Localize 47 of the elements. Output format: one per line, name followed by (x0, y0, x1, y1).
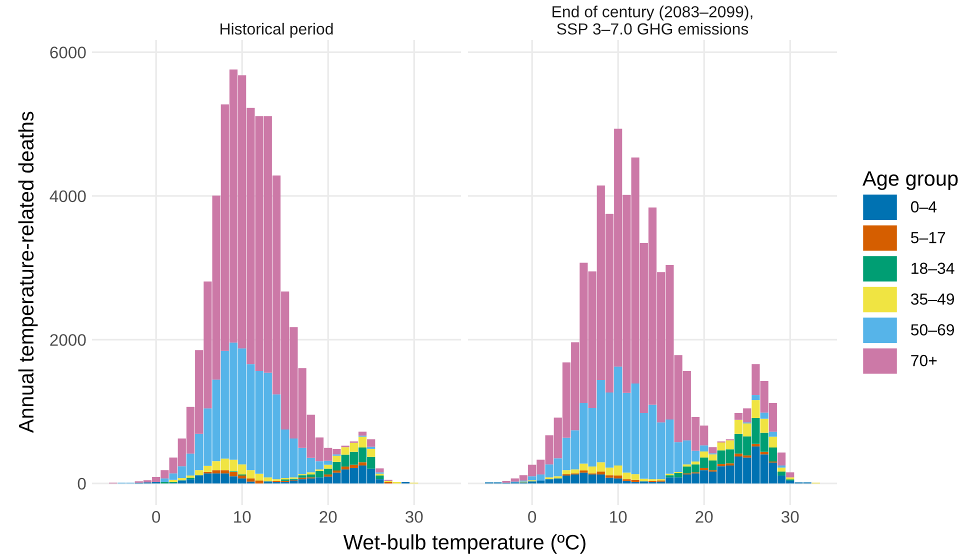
legend-label: 18–34 (912, 262, 954, 274)
legend-label: 35–49 (910, 293, 954, 305)
bar (367, 448, 376, 457)
y-tick-label: 2000 (50, 334, 86, 346)
y-axis-title: Annual temperature-related deaths (18, 112, 38, 433)
bar (760, 418, 768, 433)
bar (752, 400, 760, 418)
x-tick-label: 0 (152, 510, 160, 523)
x-tick-label: 0 (528, 510, 536, 523)
x-tick-label: 30 (405, 510, 423, 523)
chart-title: End of century (2083–2099), SSP 3–7.0 GHG emissions (552, 6, 752, 35)
x-tick-label: 10 (234, 510, 251, 523)
x-tick-label: 20 (320, 510, 337, 523)
bar (777, 468, 786, 472)
bar (367, 439, 376, 447)
y-tick-label: 0 (78, 478, 86, 490)
bar (760, 452, 768, 454)
bar (752, 444, 760, 446)
y-tick-label: 6000 (50, 46, 86, 58)
legend-label: 5–17 (911, 232, 946, 244)
legend-label: 0–4 (910, 201, 937, 212)
chart-title: Historical period (220, 22, 333, 38)
y-tick-label: 4000 (50, 190, 86, 202)
bar (332, 456, 341, 462)
legend-title: Age group (862, 171, 958, 190)
bar (777, 452, 786, 466)
x-axis-title: Wet-bulb temperature (ºC) (343, 534, 586, 554)
bar (768, 432, 777, 437)
bar (777, 472, 786, 476)
bar (358, 432, 367, 436)
bar (376, 468, 384, 472)
bar (691, 462, 700, 464)
x-tick-label: 30 (781, 510, 799, 523)
bar (768, 436, 777, 448)
bar (708, 447, 717, 454)
bar (786, 472, 794, 478)
bar (682, 464, 691, 467)
legend-label: 50–69 (911, 324, 954, 336)
bar (324, 474, 332, 477)
bar (760, 412, 768, 419)
x-tick-label: 10 (610, 510, 627, 523)
x-tick-label: 20 (696, 510, 713, 523)
bar (752, 395, 760, 400)
bar (777, 465, 786, 468)
bar (376, 476, 384, 480)
legend-label: 70+ (911, 354, 937, 366)
bar (700, 468, 708, 470)
